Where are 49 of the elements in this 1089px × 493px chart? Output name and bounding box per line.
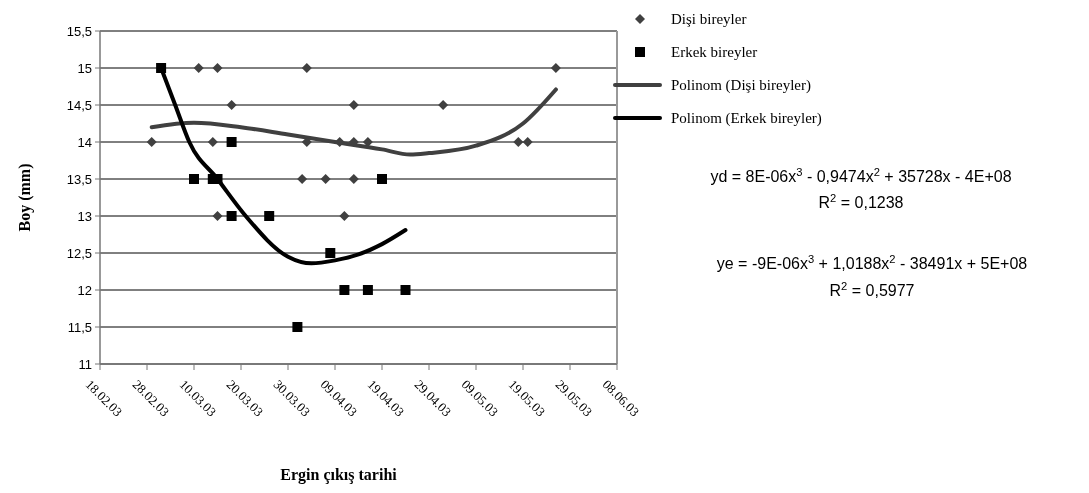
- line-series: [149, 87, 558, 157]
- point: [207, 137, 218, 147]
- point: [212, 211, 223, 221]
- point: [226, 137, 237, 147]
- legend-label: Polinom (Erkek bireyler): [671, 110, 822, 128]
- text: R$^{2}$ = 0,1238: [818, 192, 904, 211]
- x-axis-title: Ergin çıkış tarihi: [280, 466, 398, 484]
- y-tick-label: 13: [77, 208, 92, 224]
- point: [325, 248, 336, 258]
- point: [348, 100, 359, 110]
- point: [226, 100, 237, 110]
- point: [292, 322, 303, 332]
- legend-label: Polinom (Dişi bireyler): [671, 77, 811, 95]
- y-tick-label: 15: [77, 60, 92, 76]
- point: [513, 137, 524, 147]
- point: [264, 211, 275, 221]
- point: [212, 63, 223, 73]
- point: [193, 63, 204, 73]
- point: [339, 211, 350, 221]
- y-axis-title: Boy (mm): [16, 163, 34, 232]
- point: [156, 63, 167, 73]
- legend-label: Dişi bireyler: [671, 11, 747, 28]
- y-tick-label: 12: [77, 282, 92, 298]
- y-tick-label: 12,5: [66, 245, 92, 261]
- y-tick-label: 13,5: [66, 171, 92, 187]
- y-tick-label: 14,5: [66, 97, 92, 113]
- y-tick-label: 14: [77, 134, 92, 150]
- point: [550, 63, 561, 73]
- y-tick-label: 11: [78, 356, 92, 372]
- point: [226, 211, 237, 221]
- point: [362, 285, 373, 295]
- text: R$^{2}$ = 0,5977: [829, 280, 915, 299]
- point: [146, 137, 157, 147]
- point: [522, 137, 533, 147]
- y-tick-label: 11,5: [67, 319, 92, 335]
- legend-label: Erkek bireyler: [671, 44, 758, 61]
- point: [297, 174, 308, 184]
- y-tick-label: 15,5: [66, 23, 92, 39]
- point: [339, 285, 350, 295]
- point: [348, 174, 359, 184]
- point: [320, 174, 331, 184]
- point: [189, 174, 199, 184]
- text: ye = -9E-06x$^{3}$ + 1,0188x$^{2}$ - 38491x + 5E+08: [716, 253, 1028, 272]
- point: [362, 137, 373, 147]
- point: [301, 63, 312, 73]
- point: [438, 100, 449, 110]
- point: [377, 174, 387, 184]
- point: [400, 285, 411, 295]
- text: yd = 8E-06x$^{3}$ - 0,9474x$^{2}$ + 35728x - 4E+08: [710, 166, 1012, 185]
